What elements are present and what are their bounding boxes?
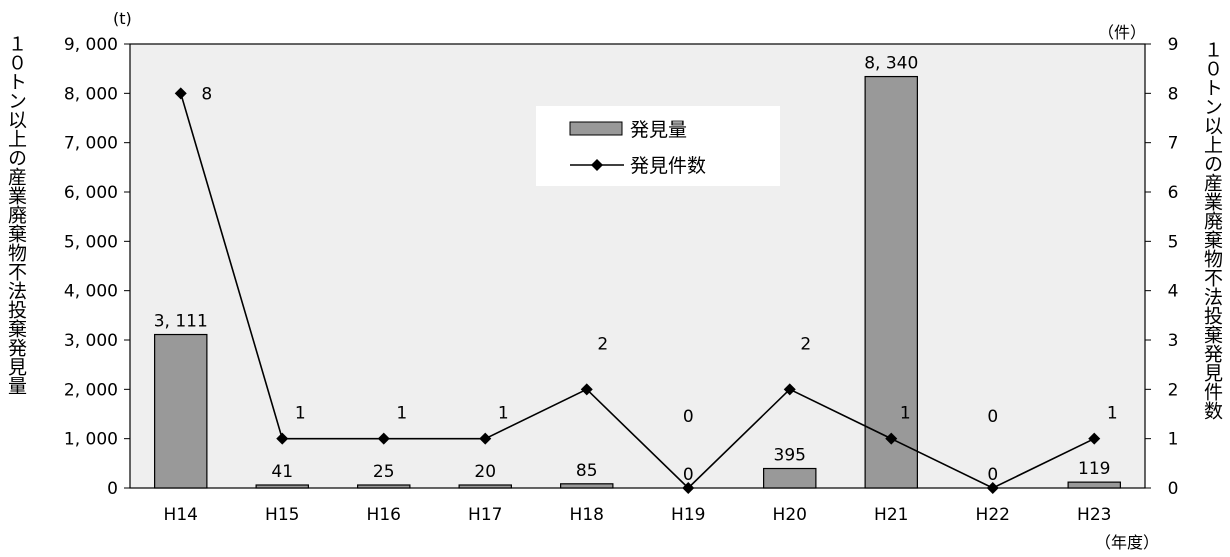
bar-H16 [357,484,411,489]
count-marker-H14 [174,87,187,100]
count-label-H19: 0 [683,407,694,427]
right-tick-label: 3 [1168,331,1179,351]
x-tick-label: H18 [570,505,604,525]
count-label-H20: 2 [800,334,811,354]
count-label-H14: 8 [201,84,212,104]
right-tick-label: 7 [1168,134,1179,154]
right-unit: （件） [1098,23,1146,42]
bar-label-H17: 20 [474,462,496,482]
bar-label-H19: 0 [683,465,694,485]
right-tick-label: 6 [1168,183,1179,203]
right-tick-label: 0 [1168,479,1179,499]
count-label-H16: 1 [396,404,407,424]
x-tick-label: H15 [265,505,299,525]
bar-H14 [154,333,208,489]
legend-bar-swatch [569,121,623,136]
x-tick-label: H14 [164,505,198,525]
count-label-H17: 1 [498,404,509,424]
x-tick-label: H20 [773,505,807,525]
count-marker-H19 [682,482,695,494]
bar-label-H21: 8, 340 [864,54,918,74]
right-axis-ticks: 0 1 2 3 4 5 6 7 8 9 [1145,35,1178,499]
left-tick-label: 7, 000 [64,134,118,154]
bar-H20 [763,467,817,489]
count-label-H18: 2 [597,334,608,354]
x-tick-label: H21 [874,505,908,525]
bar-label-H15: 41 [271,462,293,482]
right-tick-label: 1 [1168,430,1179,450]
right-tick-label: 9 [1168,35,1179,55]
left-tick-label: 1, 000 [64,430,118,450]
left-tick-label: 6, 000 [64,183,118,203]
count-marker-H16 [377,432,390,445]
x-axis-ticks: H14 H15 H16 H17 H18 H19 H20 H21 H22 H23 [164,505,1112,525]
count-label-H21: 1 [900,404,911,424]
left-tick-label: 2, 000 [64,380,118,400]
left-tick-label: 9, 000 [64,35,118,55]
legend-line-label: 発見件数 [630,155,706,177]
x-unit: （年度） [1095,533,1159,552]
left-tick-label: 8, 000 [64,84,118,104]
right-tick-label: 5 [1168,232,1179,252]
left-unit: (t) [113,9,132,28]
legend-bar-label: 発見量 [630,119,687,141]
bar-H23 [1067,481,1121,489]
count-marker-H22 [986,482,999,494]
left-axis-title: １０トン以上の産業廃棄物不法投棄発見量 [5,34,27,395]
bar-H15 [255,484,309,489]
left-tick-label: 3, 000 [64,331,118,351]
count-marker-H15 [276,432,289,445]
bar-H18 [560,483,614,489]
bar-H21 [864,75,918,489]
x-tick-label: H22 [976,505,1010,525]
left-tick-label: 4, 000 [64,282,118,302]
bar-label-H22: 0 [987,465,998,485]
bar-label-H18: 85 [576,461,598,481]
bar-label-H20: 395 [774,446,806,466]
x-tick-label: H23 [1077,505,1111,525]
bar-label-H14: 3, 111 [154,312,208,332]
count-label-H22: 0 [987,407,998,427]
x-tick-label: H19 [671,505,705,525]
right-tick-label: 4 [1168,282,1179,302]
count-line-path [179,93,1095,490]
left-tick-label: 5, 000 [64,232,118,252]
count-label-H15: 1 [295,404,306,424]
bar-H17 [458,484,512,489]
right-axis-title: １０トン以上の産業廃棄物不法投棄発見件数 [1201,40,1223,420]
count-marker-H23 [1088,432,1101,445]
count-label-H23: 1 [1107,404,1118,424]
left-tick-label: 0 [107,479,118,499]
right-tick-label: 8 [1168,84,1179,104]
right-tick-label: 2 [1168,380,1179,400]
bar-label-H16: 25 [373,462,395,482]
count-marker-H18 [580,383,593,396]
bar-label-H23: 119 [1078,459,1110,479]
count-marker-H21 [885,432,898,445]
x-tick-label: H16 [367,505,401,525]
legend: 発見量 発見件数 [536,106,780,186]
count-marker-H20 [783,383,796,396]
count-marker-H17 [479,432,492,445]
left-axis-ticks: 0 1, 000 2, 000 3, 000 4, 000 5, 000 6, 000 7, … [64,35,130,499]
x-tick-label: H17 [468,505,502,525]
legend-line-marker [591,159,603,171]
